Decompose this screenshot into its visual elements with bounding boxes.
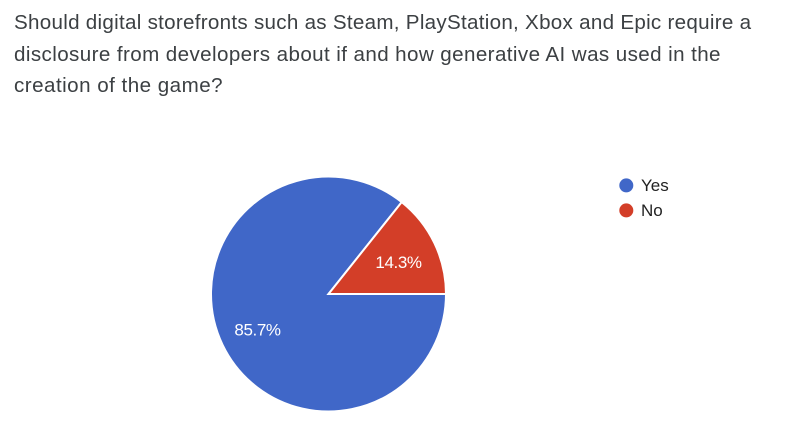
svg-text:No: No	[641, 201, 663, 220]
svg-text:Yes: Yes	[641, 176, 669, 195]
svg-text:14.3%: 14.3%	[375, 253, 421, 272]
svg-text:85.7%: 85.7%	[234, 321, 280, 340]
